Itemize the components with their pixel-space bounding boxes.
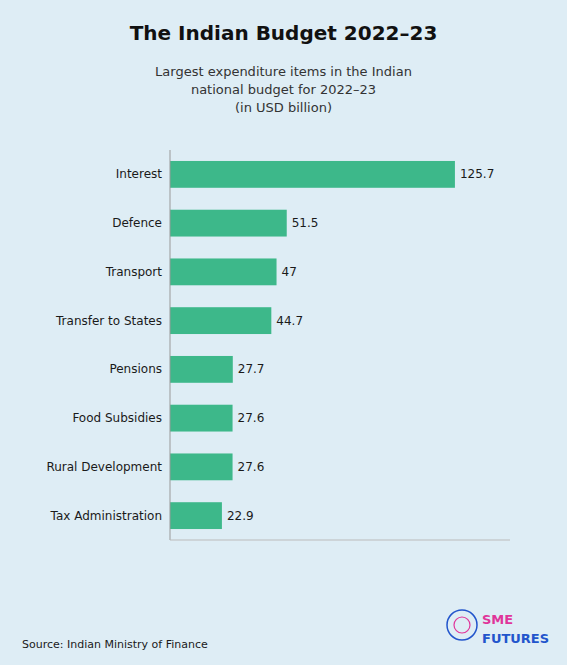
category-label: Food Subsidies <box>72 411 162 425</box>
subtitle: national budget for 2022–23 <box>191 82 376 97</box>
labels: Interest 125.7 Defence 51.5 Transport 47 Trans… <box>46 167 494 522</box>
data-label: 125.7 <box>460 167 494 181</box>
category-label: Pensions <box>109 362 162 376</box>
data-label: 27.6 <box>238 411 265 425</box>
category-label: Transport <box>105 265 163 279</box>
category-label: Defence <box>112 216 162 230</box>
data-label: 51.5 <box>292 216 319 230</box>
logo-text: SME <box>482 612 513 627</box>
category-label: Interest <box>116 167 163 181</box>
bar <box>170 502 222 529</box>
subtitle: (in USD billion) <box>235 100 332 115</box>
chart-svg: The Indian Budget 2022–23 Largest expendi… <box>0 0 567 665</box>
logo-text: FUTURES <box>482 631 549 646</box>
bar <box>170 210 287 237</box>
bar <box>170 356 233 383</box>
background <box>0 0 567 665</box>
chart-container: The Indian Budget 2022–23 Largest expendi… <box>0 0 567 665</box>
x-axis-line <box>170 540 510 541</box>
logo-ring <box>447 610 477 640</box>
bars <box>170 161 455 529</box>
bar <box>170 453 233 480</box>
data-label: 22.9 <box>227 509 254 523</box>
data-label: 27.6 <box>238 460 265 474</box>
data-label: 44.7 <box>276 314 303 328</box>
subtitle: Largest expenditure items in the Indian <box>155 64 412 79</box>
bar <box>170 405 233 432</box>
data-label: 27.7 <box>238 362 265 376</box>
category-label: Transfer to States <box>55 314 162 328</box>
baseline <box>170 150 171 540</box>
category-label: Rural Development <box>46 460 162 474</box>
bar <box>170 258 277 285</box>
bar <box>170 161 455 188</box>
logo-ring-inner <box>454 617 470 633</box>
category-label: Tax Administration <box>50 509 162 523</box>
source-note: Source: Indian Ministry of Finance <box>22 638 208 651</box>
title: The Indian Budget 2022–23 <box>130 21 438 45</box>
data-label: 47 <box>282 265 297 279</box>
bar <box>170 307 271 334</box>
